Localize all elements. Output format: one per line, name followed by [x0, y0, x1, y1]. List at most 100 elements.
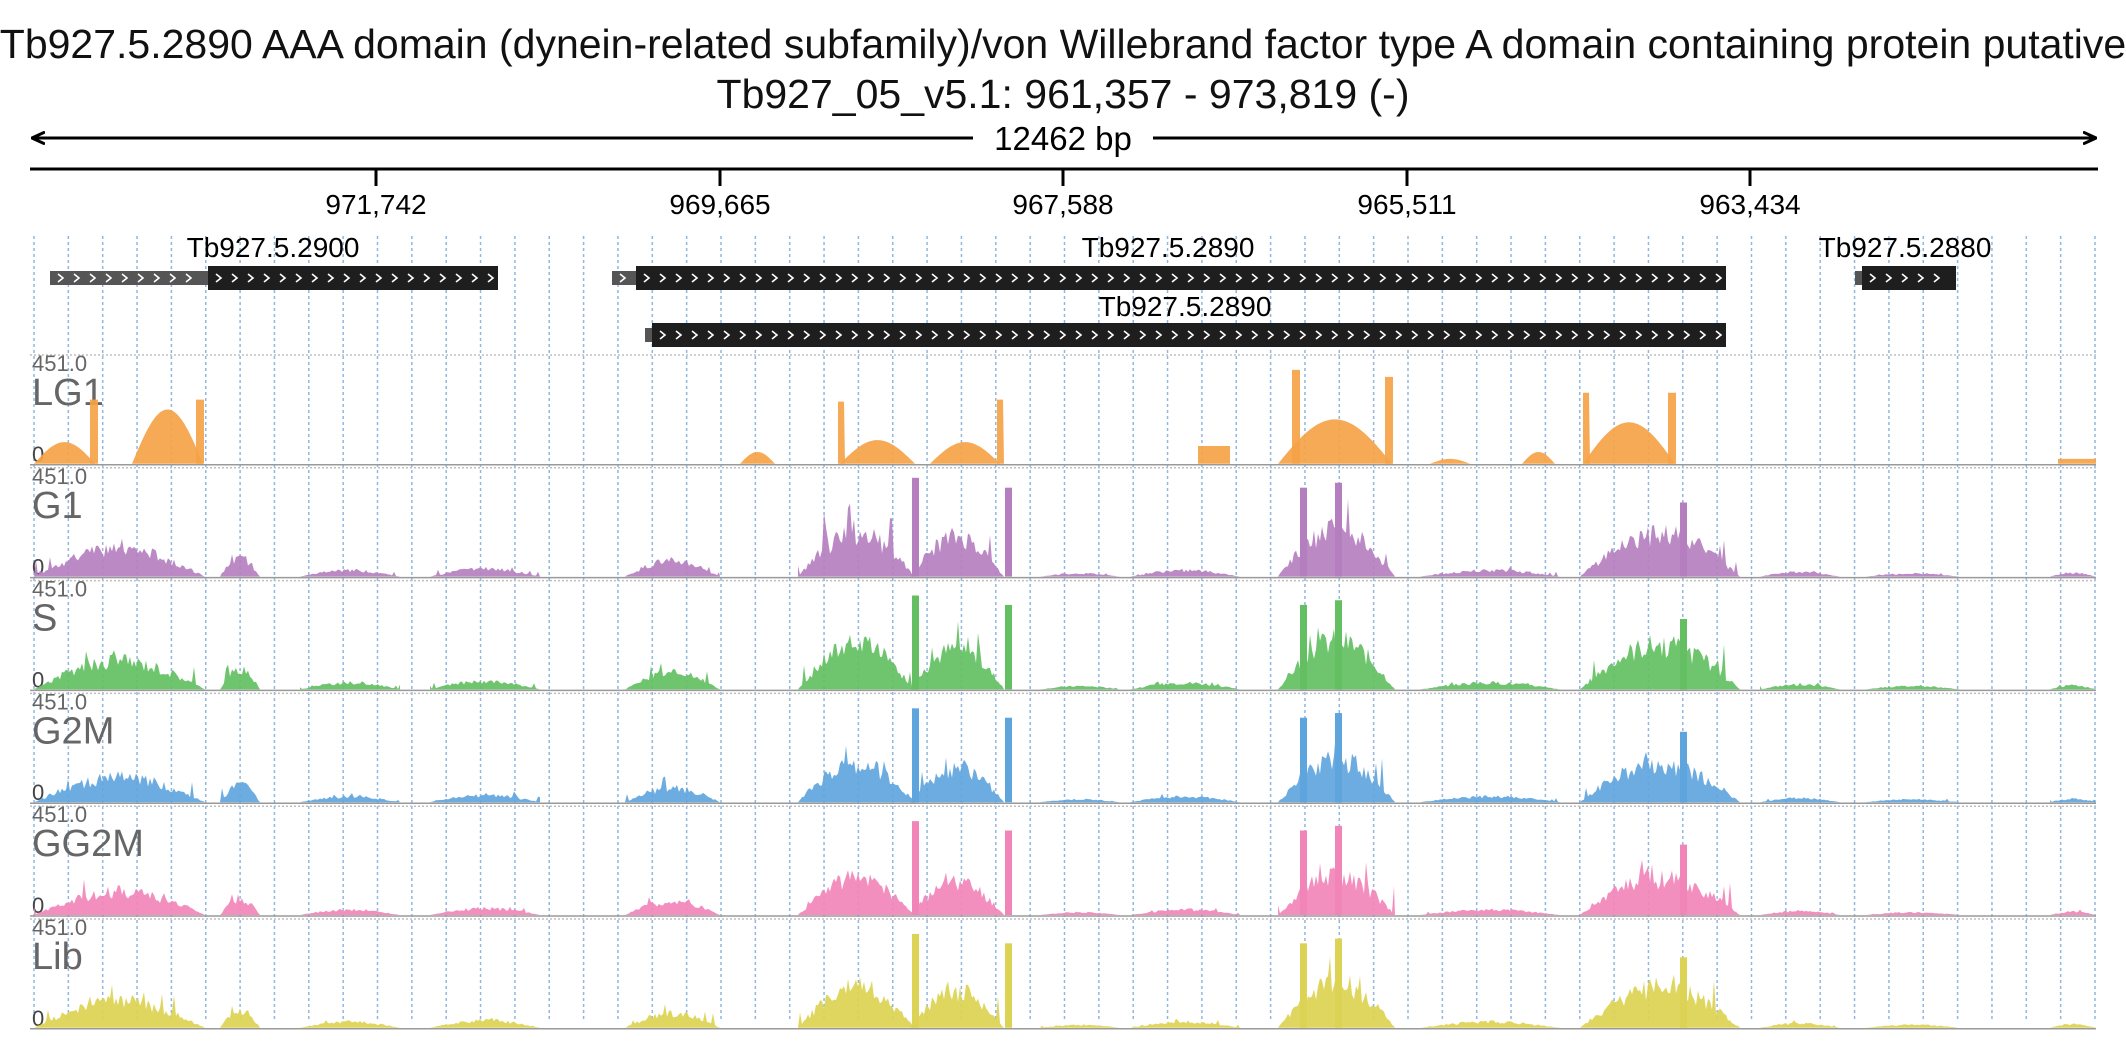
coverage-spike [912, 595, 919, 690]
track-name-label: G1 [32, 485, 83, 527]
utr-block [1855, 271, 1862, 285]
coverage-peak [34, 984, 205, 1028]
coverage-peak [798, 503, 915, 577]
coverage-peak [220, 1005, 260, 1028]
coverage-peak [1278, 419, 1392, 464]
track-name-label: S [32, 598, 57, 640]
track-max-label: 451.0 [32, 577, 87, 602]
coverage-peak [300, 1020, 400, 1028]
coverage-spike [1680, 502, 1687, 577]
coverage-peak [1865, 1024, 1960, 1028]
coverage-peak [1040, 1024, 1120, 1028]
strand-chevrons [643, 273, 1723, 283]
coverage-peak [300, 793, 400, 803]
coverage-spike [1300, 943, 1307, 1028]
coverage-spike [1680, 844, 1687, 915]
gene-model[interactable]: Tb927.5.2900 [50, 232, 498, 290]
ruler-tick-label: 969,665 [669, 189, 770, 220]
coverage-peak [1580, 752, 1740, 803]
track-s[interactable]: 451.0S0 [30, 577, 2096, 693]
coverage-peak [1420, 795, 1560, 803]
coverage-peak [1760, 682, 1840, 690]
coverage-spike [1300, 830, 1307, 915]
coverage-peak [1583, 392, 1590, 464]
gene-model[interactable]: Tb927.5.2890 [612, 232, 1726, 290]
coverage-peak [132, 409, 203, 464]
coverage-peak [1292, 369, 1300, 464]
coverage-peak [625, 897, 720, 915]
coverage-peak [840, 440, 915, 464]
coverage-peak [1040, 911, 1120, 915]
coverage-peak [2050, 797, 2096, 803]
coverage-spike [1680, 731, 1687, 803]
coverage-spike [912, 708, 919, 803]
utr-block [645, 328, 652, 342]
coverage-peak [1430, 458, 1470, 464]
coverage-peak [1130, 793, 1240, 803]
coverage-peak [1583, 422, 1675, 464]
coverage-spike [1005, 604, 1012, 690]
coverage-spike [912, 821, 919, 915]
coverage-peak [1130, 681, 1240, 690]
coverage-peak [220, 664, 260, 690]
gene-label: Tb927.5.2900 [187, 232, 360, 263]
coverage-spike [1005, 943, 1012, 1028]
coverage-peak [838, 401, 845, 464]
coverage-peak [910, 527, 1004, 577]
coverage-peak [1668, 392, 1676, 464]
coverage-peak [1130, 908, 1240, 915]
coverage-peak [300, 681, 400, 690]
coverage-spike [1005, 830, 1012, 915]
coverage-peak [1865, 684, 1960, 690]
coverage-peak [2050, 1023, 2096, 1028]
track-max-label: 451.0 [32, 351, 87, 376]
coverage-peak [1040, 798, 1120, 803]
coverage-peak [625, 1004, 720, 1028]
strand-chevrons [215, 273, 495, 283]
strand-chevrons [659, 330, 1723, 340]
cds-block [208, 266, 498, 290]
coverage-peak [2050, 909, 2096, 915]
coverage-peak [1420, 908, 1560, 915]
coverage-peak [910, 757, 1004, 803]
coverage-peak [220, 781, 260, 803]
track-name-label: Lib [32, 936, 83, 978]
coverage-peak [1420, 566, 1560, 577]
coverage-peak [1580, 524, 1740, 577]
coverage-peak [625, 557, 720, 577]
coverage-spike [1005, 487, 1012, 577]
track-name-label: G2M [32, 710, 114, 752]
coverage-peak [1420, 1020, 1560, 1028]
gene-model[interactable]: Tb927.5.2890 [645, 291, 1726, 347]
coverage-peak [1865, 798, 1960, 803]
track-name-label: GG2M [32, 823, 144, 865]
ruler-tick-label: 967,588 [1012, 189, 1113, 220]
coverage-peak [430, 791, 540, 803]
coverage-peak [300, 568, 400, 577]
coverage-peak [798, 634, 915, 690]
coverage-spike [912, 477, 919, 577]
coverage-peak [1580, 859, 1740, 915]
locus-coordinates: Tb927_05_v5.1: 961,357 - 973,819 (-) [716, 71, 1410, 117]
coverage-spike [1335, 713, 1342, 803]
ruler-tick-label: 963,434 [1699, 189, 1800, 220]
gene-model[interactable]: Tb927.5.2880 [1819, 232, 1992, 290]
cds-block [636, 266, 1726, 290]
ruler-tick-label: 971,742 [325, 189, 426, 220]
coverage-peak [997, 399, 1004, 464]
coverage-peak [220, 554, 260, 577]
coverage-peak [1040, 572, 1120, 577]
coverage-peak [1760, 1020, 1840, 1028]
coverage-peak [1580, 974, 1740, 1028]
track-max-label: 451.0 [32, 689, 87, 714]
coverage-peak [34, 442, 95, 464]
coverage-peak [1130, 568, 1240, 577]
coverage-peak [430, 680, 540, 690]
coverage-peak [1040, 685, 1120, 690]
